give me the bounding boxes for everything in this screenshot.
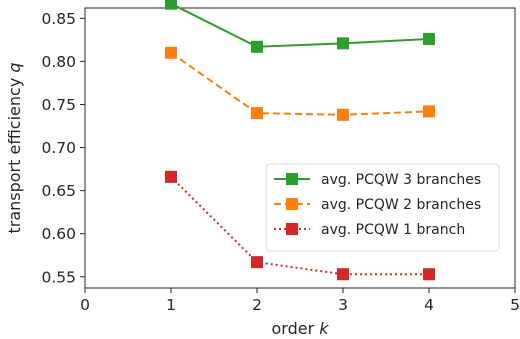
data-point [337, 268, 349, 281]
x-axis-label: order k [271, 319, 329, 338]
x-tick-label: 1 [166, 296, 176, 314]
y-tick-label: 0.60 [41, 225, 76, 243]
legend: avg. PCQW 3 branches avg. PCQW 2 branches… [265, 163, 500, 252]
x-tick-label: 0 [80, 296, 90, 314]
y-tick-label: 0.65 [41, 182, 76, 200]
legend-label: avg. PCQW 1 branch [321, 222, 465, 238]
data-point [251, 40, 263, 53]
x-tick-label: 3 [338, 296, 348, 314]
ticks-layer: 0 1 2 3 4 5 0.55 0.60 0.65 0.70 0.75 0.80 0.85 [41, 10, 519, 314]
legend-marker [286, 223, 298, 235]
data-point [165, 0, 177, 10]
data-point [251, 256, 263, 269]
y-tick-label: 0.75 [41, 96, 76, 114]
legend-entry: avg. PCQW 3 branches [274, 172, 481, 188]
data-point [165, 170, 177, 183]
x-axis-variable: k [319, 319, 329, 338]
series-2 [165, 46, 435, 121]
series-line [170, 51, 430, 116]
y-tick-label: 0.70 [41, 139, 76, 157]
data-point [423, 33, 435, 46]
y-tick-label: 0.85 [41, 10, 76, 28]
data-point [251, 107, 263, 120]
series-3 [165, 170, 435, 281]
legend-entry: avg. PCQW 2 branches [274, 197, 481, 213]
series-1 [165, 0, 435, 53]
x-tick-label: 5 [510, 296, 520, 314]
data-point [337, 108, 349, 121]
legend-box [265, 163, 500, 252]
y-axis-label: transport efficiency q [5, 62, 24, 233]
legend-label: avg. PCQW 3 branches [321, 172, 481, 188]
series-line [170, 176, 429, 276]
data-point [337, 37, 349, 50]
data-point [423, 268, 435, 281]
legend-label: avg. PCQW 2 branches [321, 197, 481, 213]
series-line [170, 2, 430, 48]
data-point [165, 46, 177, 59]
x-tick-label: 2 [252, 296, 262, 314]
y-tick-label: 0.55 [41, 268, 76, 286]
y-tick-label: 0.80 [41, 53, 76, 71]
x-tick-label: 4 [424, 296, 434, 314]
legend-marker [286, 198, 298, 210]
y-axis-variable: q [5, 62, 24, 72]
legend-marker [286, 173, 298, 185]
series-layer [165, 0, 435, 281]
data-point [423, 105, 435, 118]
legend-entry: avg. PCQW 1 branch [274, 222, 465, 238]
